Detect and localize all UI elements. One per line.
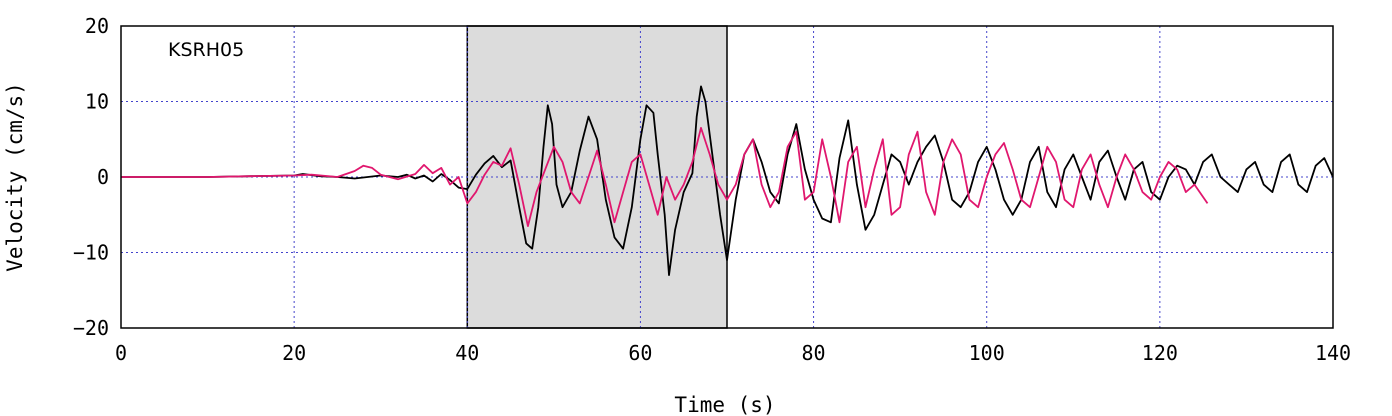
x-tick-label: 20: [282, 341, 306, 365]
y-tick-label: 0: [97, 165, 109, 189]
series-line-magenta: [121, 127, 1209, 228]
y-tick-label: −20: [73, 316, 109, 340]
x-tick-label: 0: [115, 341, 127, 365]
x-tick-label: 40: [455, 341, 479, 365]
grid: [121, 26, 1333, 328]
y-tick-labels: 20 10 0 −10 −20: [73, 14, 109, 340]
x-tick-label: 100: [969, 341, 1005, 365]
station-label: KSRH05: [168, 39, 244, 61]
x-tick-labels: 0 20 40 60 80 100 120 140: [115, 341, 1351, 365]
x-tick-label: 120: [1142, 341, 1178, 365]
x-tick-label: 140: [1315, 341, 1351, 365]
y-tick-label: −10: [73, 241, 109, 265]
y-tick-label: 10: [85, 90, 109, 114]
y-tick-label: 20: [85, 14, 109, 38]
x-axis-label: Time (s): [674, 393, 775, 416]
series-group: [121, 85, 1333, 277]
plot-frame: [120, 25, 1334, 329]
y-axis-label: Velocity (cm/s): [3, 82, 27, 272]
x-tick-label: 80: [802, 341, 826, 365]
x-tick-label: 60: [628, 341, 652, 365]
